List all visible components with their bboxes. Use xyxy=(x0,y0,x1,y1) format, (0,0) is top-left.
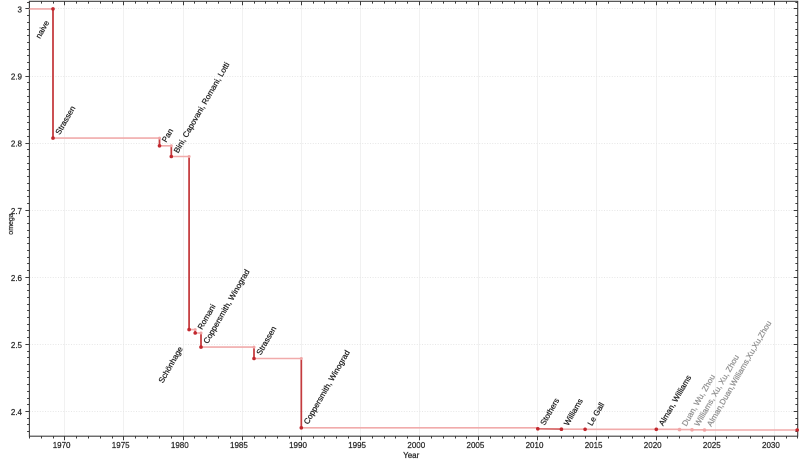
svg-text:Pan: Pan xyxy=(160,127,175,144)
svg-text:naive: naive xyxy=(34,19,52,41)
svg-text:2020: 2020 xyxy=(644,441,662,450)
svg-text:Coppersmith, Winograd: Coppersmith, Winograd xyxy=(302,349,352,426)
svg-text:2000: 2000 xyxy=(407,441,425,450)
svg-text:2030: 2030 xyxy=(762,441,780,450)
svg-text:2.9: 2.9 xyxy=(11,73,23,82)
svg-text:omega: omega xyxy=(8,213,15,235)
svg-text:Strassen: Strassen xyxy=(54,104,78,136)
svg-text:2.6: 2.6 xyxy=(11,274,23,283)
svg-text:1975: 1975 xyxy=(112,441,130,450)
svg-text:Schönhage: Schönhage xyxy=(157,345,185,385)
svg-text:Strassen: Strassen xyxy=(255,325,279,357)
svg-text:1985: 1985 xyxy=(230,441,248,450)
svg-text:3: 3 xyxy=(18,6,23,15)
svg-text:1970: 1970 xyxy=(53,441,71,450)
svg-text:2.7: 2.7 xyxy=(11,207,23,216)
svg-text:1990: 1990 xyxy=(289,441,307,450)
svg-text:Bini, Capovani, Romani, Lotti: Bini, Capovani, Romani, Lotti xyxy=(172,61,231,155)
svg-text:1995: 1995 xyxy=(348,441,366,450)
svg-text:2.8: 2.8 xyxy=(11,140,23,149)
svg-text:2.4: 2.4 xyxy=(11,408,23,417)
svg-text:Year: Year xyxy=(403,451,420,460)
svg-text:2005: 2005 xyxy=(467,441,485,450)
svg-text:2025: 2025 xyxy=(703,441,721,450)
svg-text:2015: 2015 xyxy=(585,441,603,450)
svg-text:2010: 2010 xyxy=(526,441,544,450)
svg-text:1980: 1980 xyxy=(171,441,189,450)
svg-text:2.5: 2.5 xyxy=(11,341,23,350)
svg-text:Williams: Williams xyxy=(562,397,585,427)
